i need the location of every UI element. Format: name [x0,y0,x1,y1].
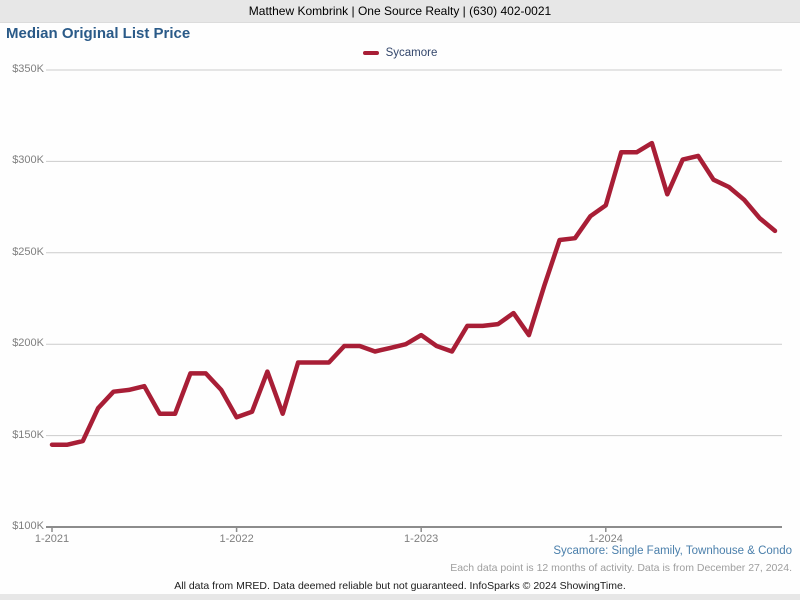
y-axis-tick-label: $100K [12,520,44,532]
series-description: Sycamore: Single Family, Townhouse & Con… [553,545,792,557]
chart-legend: Sycamore [0,47,800,59]
footer-disclaimer: All data from MRED. Data deemed reliable… [174,580,626,592]
x-axis-tick-label: 1-2021 [34,533,70,545]
x-axis-tick-label: 1-2022 [219,533,254,545]
series-legend-label: Sycamore [385,47,438,59]
y-axis-tick-label: $350K [12,63,44,75]
data-note: Each data point is 12 months of activity… [450,562,792,574]
y-axis-tick-label: $150K [12,428,44,441]
header-bar: Matthew Kombrink | One Source Realty | (… [0,0,800,23]
x-axis-tick-label: 1-2024 [588,533,623,545]
page-title: Median Original List Price [6,25,191,42]
y-axis-tick-label: $300K [12,154,44,167]
y-axis-tick-label: $250K [12,245,44,258]
agent-info: Matthew Kombrink | One Source Realty | (… [248,4,552,18]
y-axis-tick-label: $200K [12,337,44,350]
bottom-edge-bar [0,594,800,600]
x-axis-tick-label: 1-2023 [404,533,439,545]
series-color-dash-icon [362,51,379,55]
